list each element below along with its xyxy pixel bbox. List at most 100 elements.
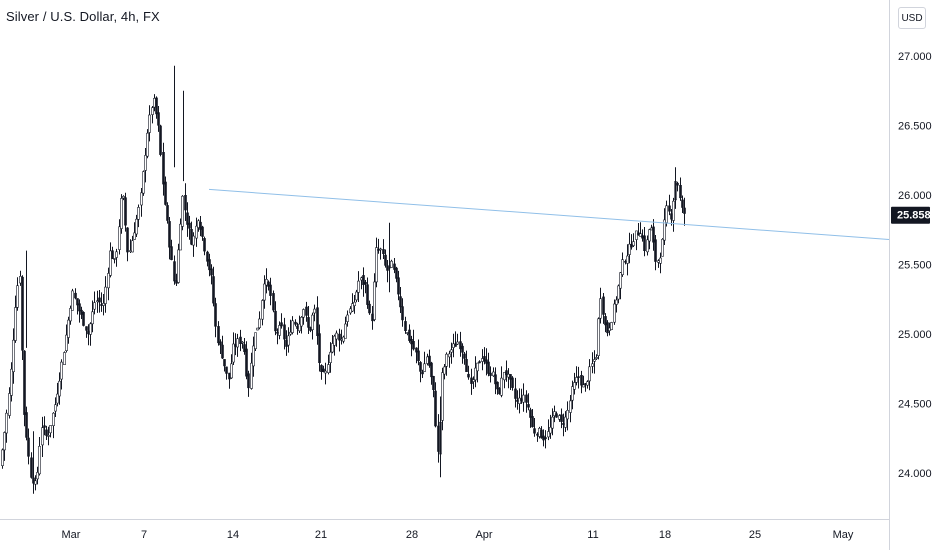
candle-body bbox=[421, 371, 424, 375]
candle-body bbox=[459, 341, 462, 350]
candle-body bbox=[357, 280, 360, 293]
candle-body bbox=[159, 125, 162, 155]
candle-body bbox=[162, 152, 165, 185]
candle-body bbox=[142, 171, 145, 194]
candle-body bbox=[157, 112, 160, 126]
candle-body bbox=[639, 233, 642, 237]
candle-body bbox=[250, 362, 253, 389]
candle-body bbox=[522, 394, 525, 403]
candle-body bbox=[236, 338, 239, 348]
candle-body bbox=[368, 303, 371, 314]
candle-body bbox=[120, 198, 123, 229]
candle-body bbox=[272, 293, 275, 311]
candle-body bbox=[316, 307, 319, 337]
candle-body bbox=[318, 333, 321, 364]
candle-body bbox=[137, 207, 140, 220]
price-axis[interactable]: 27.000 26.500 26.000 25.500 25.000 24.500 24.0… bbox=[898, 51, 932, 480]
candle-body bbox=[14, 307, 17, 341]
candle-body bbox=[58, 380, 61, 397]
candle-body bbox=[27, 437, 30, 457]
candle-body bbox=[485, 359, 488, 364]
candle-body bbox=[621, 259, 624, 276]
currency-button[interactable]: USD bbox=[898, 7, 926, 29]
price-tick-label: 24.500 bbox=[898, 399, 932, 411]
candle-body bbox=[353, 301, 356, 307]
candle-body bbox=[93, 302, 96, 310]
candle-body bbox=[586, 381, 589, 386]
price-tick-label: 25.000 bbox=[898, 329, 932, 341]
candle-body bbox=[588, 366, 591, 382]
candle-body bbox=[331, 343, 334, 353]
candle-body bbox=[613, 303, 616, 323]
candle-body bbox=[283, 324, 286, 340]
candle-body bbox=[261, 300, 264, 320]
candle-body bbox=[173, 261, 176, 282]
candle-body bbox=[672, 200, 675, 221]
candle-body bbox=[228, 372, 231, 380]
candle-body bbox=[190, 229, 193, 245]
candle-body bbox=[23, 350, 26, 415]
candle-body bbox=[533, 428, 536, 434]
candle-body bbox=[107, 273, 110, 289]
candle-body bbox=[397, 277, 400, 295]
candle-body bbox=[668, 205, 671, 212]
time-tick-label: May bbox=[833, 529, 854, 541]
last-price-marker: 25.858 bbox=[891, 206, 931, 224]
candle-body bbox=[278, 325, 281, 336]
last-price-badge bbox=[891, 206, 930, 224]
candle-body bbox=[492, 371, 495, 377]
candle-body bbox=[294, 321, 297, 325]
candle-body bbox=[217, 326, 220, 344]
candle-body bbox=[665, 205, 668, 223]
candle-body bbox=[291, 320, 294, 333]
candle-body bbox=[527, 404, 530, 408]
candle-body bbox=[496, 381, 499, 390]
candle-body bbox=[45, 429, 48, 436]
candle-body bbox=[441, 372, 444, 421]
candle-body bbox=[104, 286, 107, 304]
candle-body bbox=[450, 349, 453, 353]
candle-body bbox=[267, 281, 270, 287]
candle-body bbox=[3, 432, 6, 451]
candle-body bbox=[632, 241, 635, 246]
candle-body bbox=[192, 235, 195, 246]
candle-body bbox=[214, 303, 217, 327]
candle-body bbox=[683, 207, 686, 214]
candle-body bbox=[564, 416, 567, 428]
time-axis[interactable]: Mar 7 14 21 28 Apr 11 18 25 May bbox=[62, 529, 854, 541]
candle-body bbox=[454, 343, 457, 347]
candle-body bbox=[373, 281, 376, 320]
trendline[interactable] bbox=[208, 188, 890, 240]
candle-body bbox=[463, 353, 466, 359]
candle-body bbox=[382, 249, 385, 254]
candle-body bbox=[135, 218, 138, 235]
candle-body bbox=[474, 367, 477, 381]
price-tick-label: 26.500 bbox=[898, 121, 932, 133]
candle-body bbox=[412, 340, 415, 350]
candle-body bbox=[577, 376, 580, 378]
candle-body bbox=[434, 390, 437, 427]
candle-body bbox=[415, 347, 418, 353]
time-tick-label: 18 bbox=[659, 529, 671, 541]
candle-body bbox=[494, 374, 497, 385]
candle-body bbox=[661, 239, 664, 257]
candle-body bbox=[355, 291, 358, 301]
candle-body bbox=[67, 319, 70, 338]
candle-body bbox=[153, 98, 156, 108]
price-tick-label: 26.000 bbox=[898, 190, 932, 202]
time-tick-label: 14 bbox=[227, 529, 239, 541]
candle-body bbox=[509, 374, 512, 380]
candle-body bbox=[254, 332, 257, 350]
candle-body bbox=[76, 298, 79, 306]
candle-body bbox=[210, 268, 213, 276]
candle-body bbox=[320, 365, 323, 372]
candle-body bbox=[500, 377, 503, 396]
candle-body bbox=[111, 250, 114, 259]
candle-body bbox=[175, 280, 178, 284]
candle-body bbox=[41, 427, 44, 446]
trendline-layer[interactable] bbox=[208, 188, 890, 240]
candle-body bbox=[654, 239, 657, 262]
candle-body bbox=[384, 254, 387, 266]
